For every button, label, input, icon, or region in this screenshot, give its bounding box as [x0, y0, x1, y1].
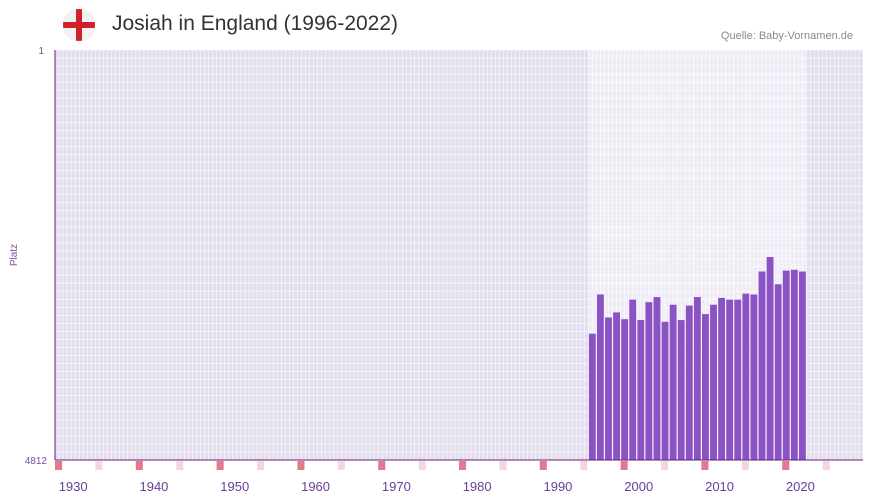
decade-marker-1933 [95, 461, 103, 470]
y-axis-title: Platz [9, 244, 20, 266]
bar-2012 [734, 299, 742, 460]
bar-2013 [742, 293, 750, 460]
x-tick-label-2020: 2020 [786, 479, 815, 494]
source-credit: Quelle: Baby-Vornamen.de [720, 30, 853, 42]
x-tick-label-1960: 1960 [301, 479, 330, 494]
axes [54, 50, 863, 461]
decade-marker-1978 [459, 461, 467, 470]
decade-marker-2003 [661, 461, 669, 470]
bar-1997 [613, 312, 620, 460]
x-tick-label-1950: 1950 [220, 479, 249, 494]
bar-1998 [621, 319, 629, 460]
x-tick-label-2010: 2010 [705, 479, 734, 494]
x-tick-label-1930: 1930 [59, 479, 88, 494]
decade-marker-2013 [741, 461, 749, 470]
decade-marker-2018 [782, 461, 790, 470]
decade-marker-2008 [701, 461, 709, 470]
x-tick-label-1990: 1990 [543, 479, 572, 494]
x-tick-label-1970: 1970 [382, 479, 411, 494]
bar-2004 [669, 304, 677, 460]
bar-2001 [645, 302, 653, 460]
bar-1994 [588, 333, 596, 460]
bar-2015 [758, 271, 766, 460]
bar-2010 [718, 297, 726, 460]
decade-marker-1993 [580, 461, 588, 470]
chart-title: Josiah in England (1996-2022) [112, 12, 399, 35]
bar-2011 [726, 299, 734, 460]
decade-marker-1928 [55, 461, 63, 470]
bar-2018 [782, 270, 790, 460]
bar-2019 [790, 269, 798, 460]
bar-2000 [637, 320, 645, 460]
bar-2014 [750, 294, 758, 460]
x-tick-label-2000: 2000 [624, 479, 653, 494]
y-tick-label-top: 1 [38, 46, 44, 57]
bar-2020 [798, 271, 806, 460]
bar-2006 [685, 305, 693, 460]
decade-marker-1988 [539, 461, 547, 470]
bar-2008 [702, 314, 709, 460]
decade-marker-1943 [176, 461, 184, 470]
decade-marker-1963 [337, 461, 345, 470]
decade-marker-1958 [297, 461, 305, 470]
plot-grid [54, 49, 864, 461]
england-flag-icon [63, 9, 95, 41]
decade-marker-1938 [135, 461, 143, 470]
bar-1999 [629, 299, 637, 460]
decade-marker-2023 [822, 461, 830, 470]
bar-2007 [693, 297, 701, 460]
decade-marker-1983 [499, 461, 507, 470]
decade-markers [55, 461, 830, 470]
bar-2017 [774, 284, 782, 460]
y-tick-label-bottom: 4812 [25, 456, 48, 467]
bar-2016 [766, 257, 774, 460]
decade-marker-1948 [216, 461, 224, 470]
x-tick-label-1980: 1980 [463, 479, 492, 494]
bar-series [588, 257, 806, 460]
decade-marker-1998 [620, 461, 628, 470]
chart-header: Josiah in England (1996-2022) Quelle: Ba… [0, 0, 873, 48]
bar-2005 [677, 320, 685, 460]
bar-1995 [596, 294, 604, 460]
x-tick-label-1940: 1940 [139, 479, 168, 494]
bar-2003 [661, 321, 669, 460]
decade-marker-1953 [257, 461, 265, 470]
decade-marker-1968 [378, 461, 386, 470]
bar-2009 [710, 304, 717, 460]
bar-2002 [653, 297, 661, 460]
axis-labels: 1 4812 Platz 1930 1940 1950 1960 1970 1980 1990 20… [9, 46, 815, 494]
decade-marker-1973 [418, 461, 426, 470]
bar-1996 [605, 317, 612, 460]
